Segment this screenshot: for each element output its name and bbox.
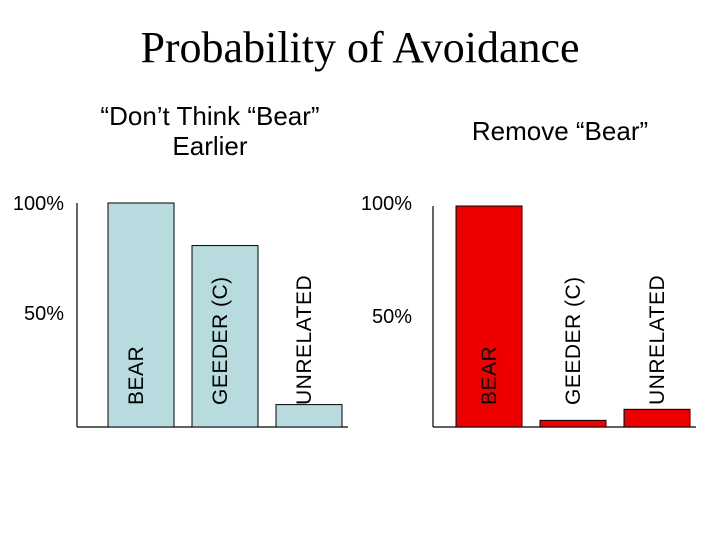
bar-left xyxy=(191,245,259,428)
bar-label-right: GEEDER (C) xyxy=(562,276,585,405)
bar-label-left: GEEDER (C) xyxy=(209,276,232,405)
chart-title-right: Remove “Bear” xyxy=(410,116,710,146)
bar-label-right: UNRELATED xyxy=(646,275,669,405)
bar-right xyxy=(455,205,523,428)
bar-label-right: BEAR xyxy=(478,346,501,405)
y-tick-label-right: 100% xyxy=(361,193,412,215)
chart-title-left-line-2: Earlier xyxy=(172,131,248,161)
y-tick-label-right: 50% xyxy=(372,306,412,328)
bar-left xyxy=(275,404,343,428)
bar-label-left: BEAR xyxy=(125,346,148,405)
chart-title-right-line-1: Remove “Bear” xyxy=(471,116,649,146)
bar-label-left: UNRELATED xyxy=(293,275,316,405)
slide-title: Probability of Avoidance xyxy=(140,23,580,72)
bar-right xyxy=(623,408,691,428)
bar-right xyxy=(539,419,607,428)
chart-title-left-line-1: “Don’t Think “Bear” xyxy=(100,101,320,131)
chart-title-left: “Don’t Think “Bear” Earlier xyxy=(60,101,360,161)
y-tick-label-left: 50% xyxy=(24,303,64,325)
bar-left xyxy=(107,202,175,428)
y-tick-label-left: 100% xyxy=(13,193,64,215)
